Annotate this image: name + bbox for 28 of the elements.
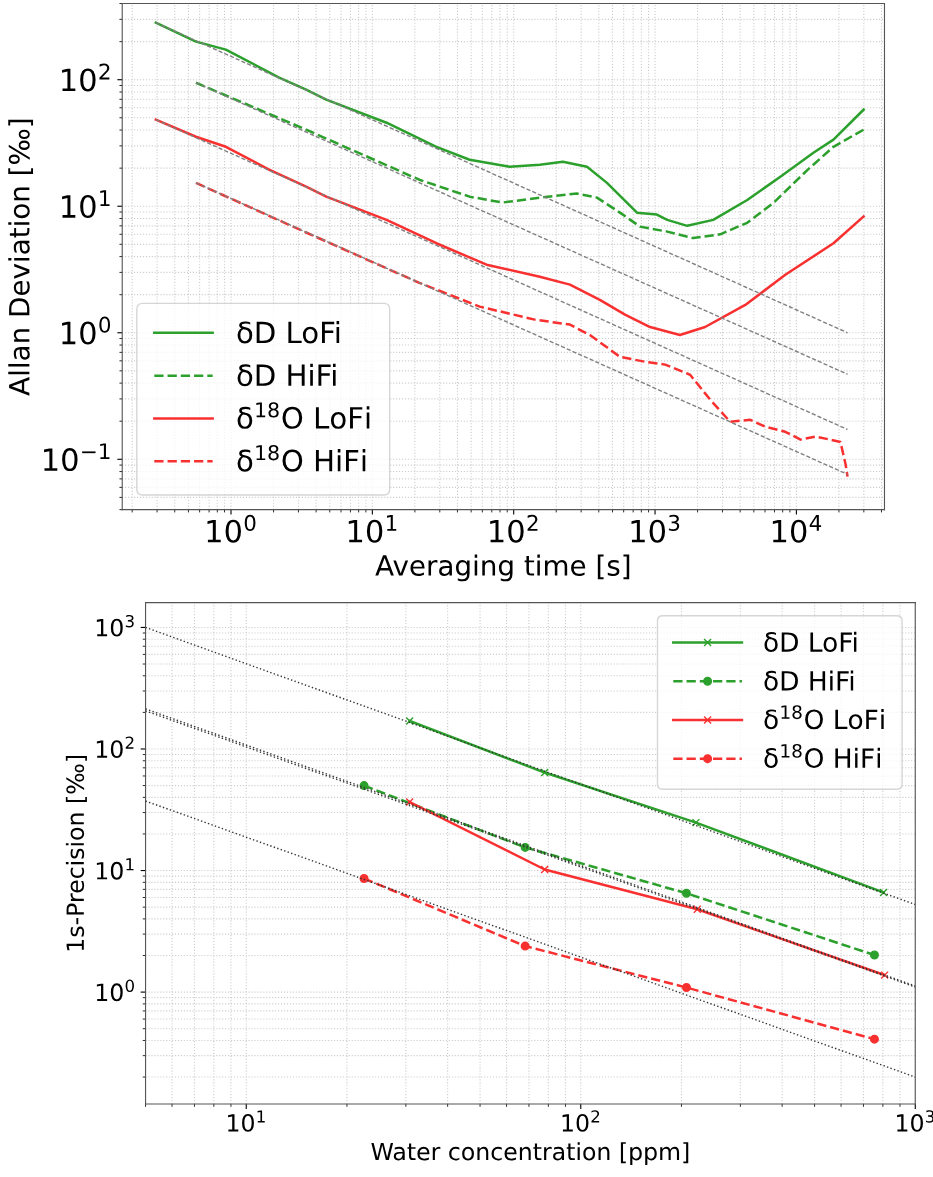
legend-label: δD HiFi: [237, 363, 336, 387]
y-tick-label: 10$^{1}$: [62, 190, 110, 219]
legend-label: δD HiFi: [764, 670, 854, 691]
legend-label: δ$^{18}$O LoFi: [764, 705, 884, 730]
x-tick-label: 10$^{2}$: [562, 1110, 600, 1132]
y-axis-title: Allan Deviation [‰]: [8, 119, 34, 396]
x-tick-label: 10$^{3}$: [631, 514, 680, 543]
y-tick-label: 10$^{0}$: [96, 979, 134, 1002]
x-tick-label: 10$^{2}$: [490, 514, 538, 543]
legend-label: δD LoFi: [764, 631, 857, 653]
y-tick-label: 10$^{1}$: [96, 858, 134, 880]
legend-label: δ$^{18}$O LoFi: [237, 402, 370, 429]
legend-label: δD LoFi: [237, 320, 340, 344]
x-tick-label: 10$^{1}$: [348, 515, 397, 543]
x-axis-title: Water concentration [ppm]: [371, 1142, 689, 1166]
x-tick-label: 10$^{1}$: [228, 1110, 265, 1132]
y-tick-label: 10$^{2}$: [96, 736, 134, 759]
x-tick-label: 10$^{0}$: [207, 514, 256, 543]
y-axis-title: 1s-Precision [‰]: [65, 755, 87, 951]
x-tick-label: 10$^{4}$: [772, 515, 822, 543]
y-tick-label: 10$^{−1}$: [44, 443, 110, 472]
x-tick-label: 10$^{3}$: [897, 1110, 933, 1132]
y-tick-label: 10$^{2}$: [62, 63, 110, 92]
legend-label: δ$^{18}$O HiFi: [237, 444, 366, 472]
y-tick-label: 10$^{3}$: [96, 614, 134, 637]
x-axis-title: Averaging time [s]: [375, 554, 630, 582]
legend-label: δ$^{18}$O HiFi: [764, 743, 880, 769]
y-tick-label: 10$^{0}$: [62, 316, 111, 345]
